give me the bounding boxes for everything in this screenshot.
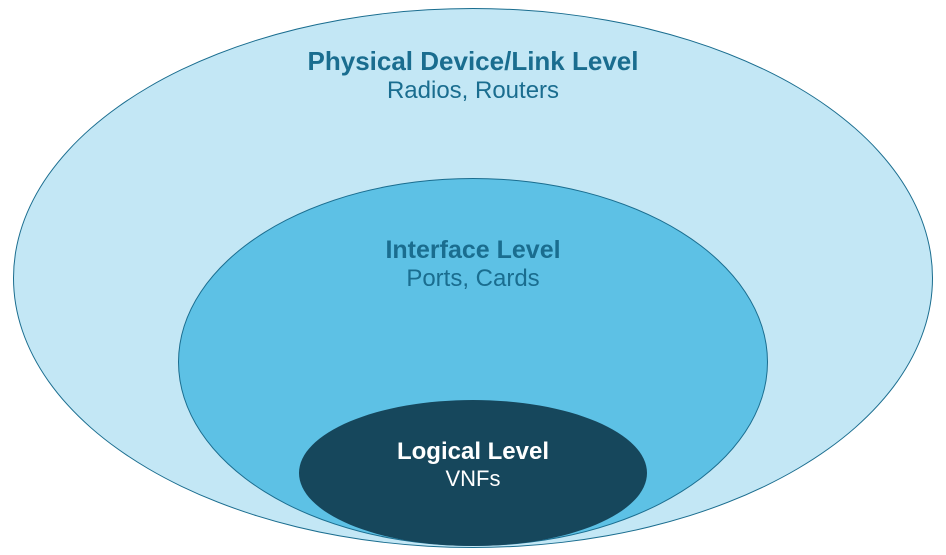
inner-title: Logical Level <box>0 438 946 466</box>
middle-title: Interface Level <box>0 236 946 265</box>
outer-label-group: Physical Device/Link Level Radios, Route… <box>0 46 946 105</box>
outer-subtitle: Radios, Routers <box>0 77 946 105</box>
inner-label-group: Logical Level VNFs <box>0 438 946 492</box>
outer-title: Physical Device/Link Level <box>0 46 946 77</box>
middle-subtitle: Ports, Cards <box>0 265 946 293</box>
inner-subtitle: VNFs <box>0 466 946 492</box>
middle-label-group: Interface Level Ports, Cards <box>0 236 946 293</box>
